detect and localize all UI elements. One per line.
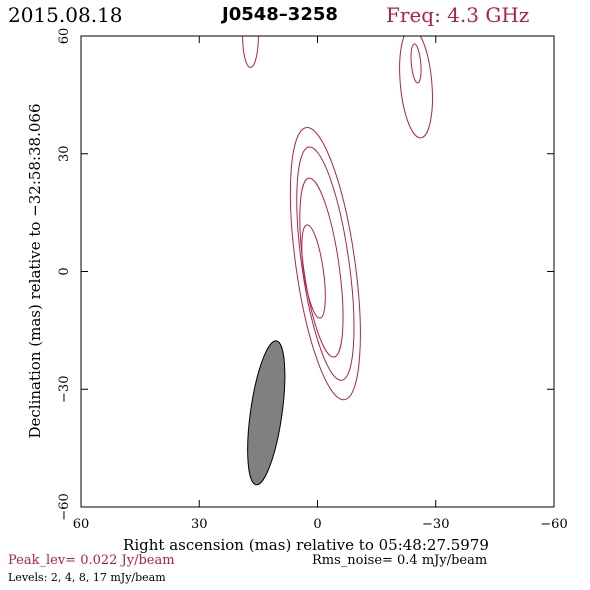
x-tick-label: 0 <box>313 517 321 532</box>
contour-core-8mjy <box>299 177 344 358</box>
y-tick-label: −60 <box>57 493 72 520</box>
contour-nw-blob-2mjy <box>242 36 259 68</box>
contour-layer <box>242 36 433 401</box>
tick-marks <box>80 35 555 508</box>
y-axis-label: Declination (mas) relative to −32:58:38.… <box>26 103 44 438</box>
beam-ellipse <box>247 340 286 486</box>
frequency-label: Freq: 4.3 GHz <box>386 3 530 27</box>
beam-layer <box>247 340 286 486</box>
x-tick-label: −60 <box>540 517 567 532</box>
contour-ne-blob-2mjy <box>399 36 433 139</box>
plot-frame <box>80 35 555 508</box>
x-tick-labels: 60 30 0 −30 −60 <box>73 517 568 532</box>
y-tick-labels: −60 −30 0 30 60 <box>57 28 72 521</box>
source-name: J0548–3258 <box>222 4 338 25</box>
y-tick-label: −30 <box>57 376 72 403</box>
y-tick-label: 0 <box>57 267 72 275</box>
contour-ne-blob-4mjy <box>410 43 422 84</box>
observation-date: 2015.08.18 <box>8 3 123 27</box>
x-tick-label: 60 <box>73 517 90 532</box>
contour-levels: Levels: 2, 4, 8, 17 mJy/beam <box>8 571 166 584</box>
x-tick-label: 30 <box>191 517 208 532</box>
contour-core-17mjy <box>301 224 326 319</box>
contour-core-4mjy <box>296 146 355 381</box>
contour-core-2mjy <box>289 127 361 401</box>
peak-level: Peak_lev= 0.022 Jy/beam <box>8 553 175 568</box>
x-tick-label: −30 <box>422 517 449 532</box>
y-tick-label: 60 <box>57 28 72 45</box>
rms-noise: Rms_noise= 0.4 mJy/beam <box>312 553 488 568</box>
x-axis-label: Right ascension (mas) relative to 05:48:… <box>123 536 489 554</box>
y-tick-label: 30 <box>57 145 72 162</box>
